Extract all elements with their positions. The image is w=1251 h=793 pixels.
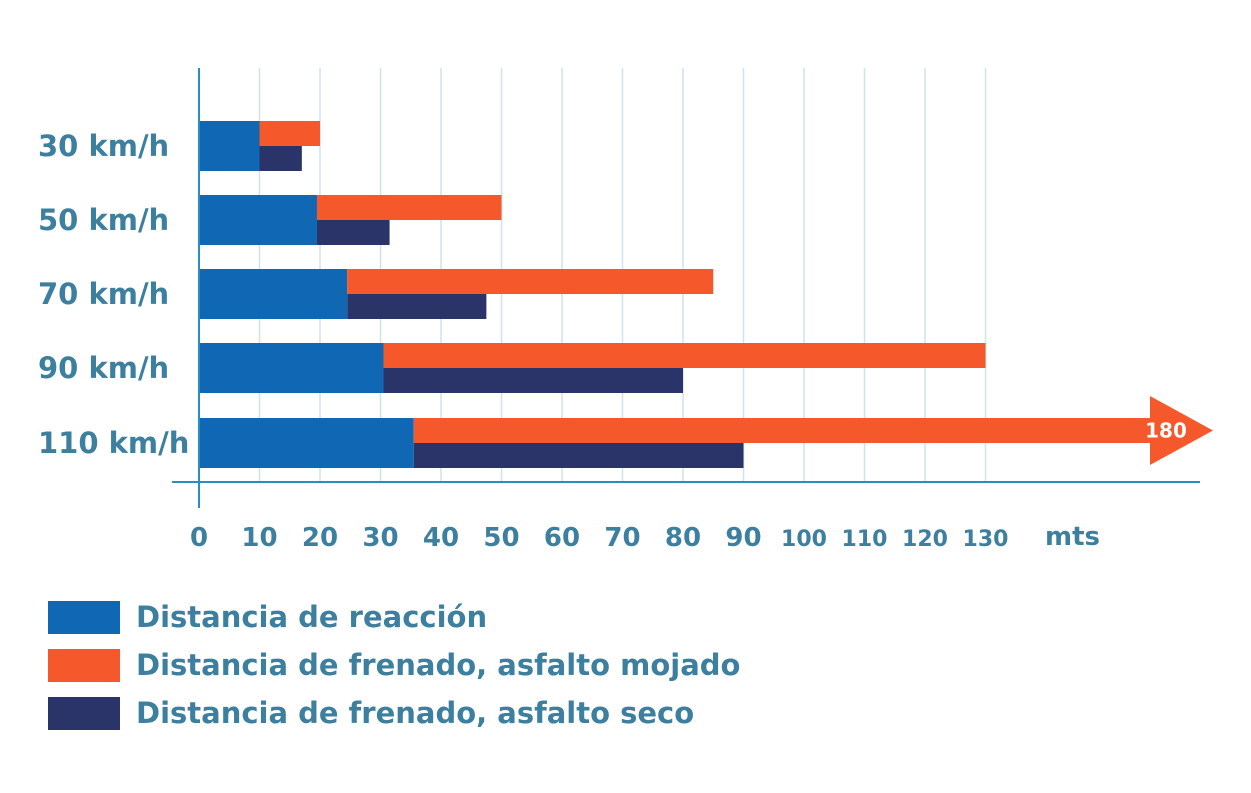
legend: Distancia de reacción Distancia de frena… (48, 593, 740, 737)
legend-swatch-wet (48, 648, 120, 682)
bar-dry (383, 368, 683, 393)
bar-wet (383, 343, 986, 368)
x-tick-label: 120 (902, 527, 948, 552)
x-tick-label: 10 (241, 523, 277, 553)
x-tick-label: 90 (725, 523, 761, 553)
bar-dry (316, 220, 390, 245)
category-label: 90 km/h (38, 351, 169, 385)
x-tick-label: 40 (423, 523, 459, 553)
x-tick-labels: 0 10 20 30 40 50 60 70 80 90 100 110 120 130 (190, 523, 1009, 553)
bar-wet-arrow (413, 396, 1213, 465)
x-tick-label: 80 (665, 523, 701, 553)
bar-dry (259, 146, 302, 171)
x-tick-label: 60 (544, 523, 580, 553)
bar-dry (347, 294, 487, 319)
bar-reaction (199, 343, 384, 393)
bars: 180 (199, 121, 1213, 468)
bar-wet (347, 269, 714, 294)
legend-label-reaction: Distancia de reacción (136, 600, 488, 634)
category-label: 30 km/h (38, 129, 169, 163)
legend-item-wet: Distancia de frenado, asfalto mojado (48, 641, 740, 689)
bar-dry (413, 443, 744, 468)
legend-label-dry: Distancia de frenado, asfalto seco (136, 696, 695, 730)
category-labels: 30 km/h 50 km/h 70 km/h 90 km/h 110 km/h (38, 129, 189, 460)
x-tick-label: 110 (842, 527, 888, 552)
bar-wet (259, 121, 320, 146)
legend-swatch-dry (48, 696, 120, 730)
x-unit-label: mts (1045, 522, 1100, 552)
braking-distance-chart: 180 30 km/h 50 km/h 70 km/h 90 km/h 110 km/h… (38, 68, 1213, 553)
category-label: 110 km/h (38, 426, 189, 460)
bar-wet (316, 195, 502, 220)
x-tick-label: 130 (963, 527, 1009, 552)
legend-label-wet: Distancia de frenado, asfalto mojado (136, 648, 741, 682)
x-tick-label: 20 (302, 523, 338, 553)
x-tick-label: 50 (483, 523, 519, 553)
legend-item-reaction: Distancia de reacción (48, 593, 740, 641)
legend-swatch-reaction (48, 600, 120, 634)
x-tick-label: 30 (362, 523, 398, 553)
bar-reaction (199, 195, 317, 245)
bar-reaction (199, 121, 260, 171)
axes (172, 68, 1200, 508)
category-label: 50 km/h (38, 203, 169, 237)
category-label: 70 km/h (38, 277, 169, 311)
x-tick-label: 70 (604, 523, 640, 553)
overflow-value-label: 180 (1145, 419, 1187, 443)
bar-reaction (199, 418, 414, 468)
legend-item-dry: Distancia de frenado, asfalto seco (48, 689, 740, 737)
bar-reaction (199, 269, 348, 319)
x-tick-label: 0 (190, 523, 208, 553)
x-tick-label: 100 (781, 527, 827, 552)
